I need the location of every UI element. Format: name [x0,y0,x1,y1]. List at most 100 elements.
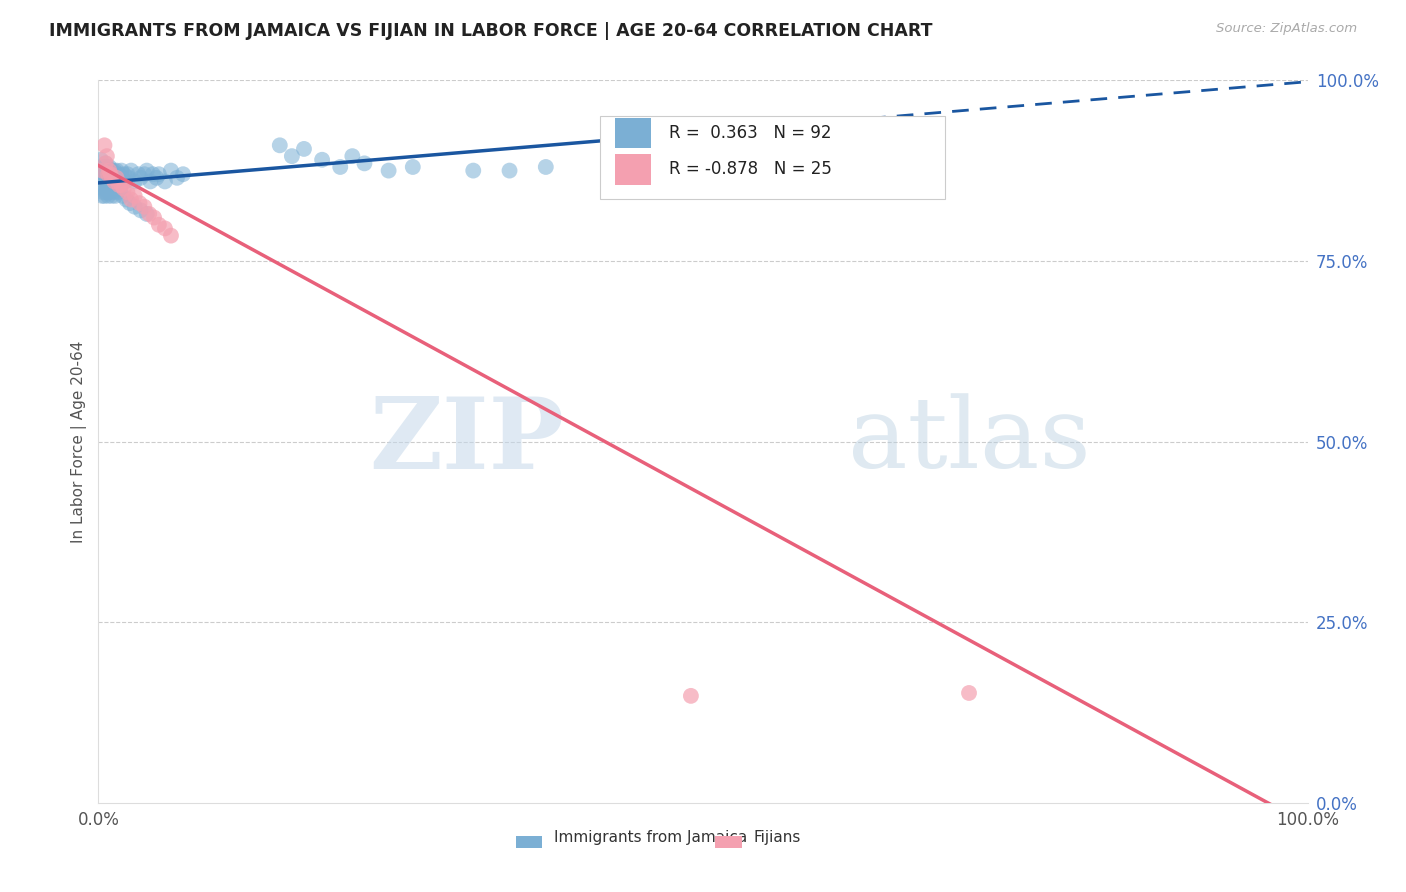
Point [108,174,131,188]
Point [94,186,117,200]
Point [135,163,157,178]
Point [148,218,170,232]
Point [91,163,114,178]
Point [120,163,142,178]
Point [97,189,120,203]
Point [100,170,122,185]
Point [107,186,129,200]
Point [679,689,702,703]
Point [124,174,146,188]
Point [115,193,138,207]
Point [93,160,115,174]
Point [118,196,141,211]
FancyBboxPatch shape [614,118,651,148]
Point [103,170,125,185]
Point [124,189,146,203]
Point [105,163,128,178]
Point [124,200,146,214]
Point [91,186,114,200]
FancyBboxPatch shape [600,117,945,200]
Point [100,174,122,188]
Point [402,160,425,174]
Point [96,167,118,181]
Point [98,163,121,178]
Point [111,189,134,203]
Point [94,174,117,188]
Point [104,189,127,203]
Point [463,163,485,178]
Point [93,167,115,181]
Point [104,167,127,181]
Point [108,178,131,192]
Point [93,170,115,185]
Point [142,167,165,181]
Point [100,189,122,203]
Point [97,167,120,181]
Point [281,149,304,163]
Point [103,174,125,188]
Point [112,167,135,181]
Point [91,167,114,181]
Point [94,156,117,170]
Point [172,167,194,181]
Point [101,167,124,181]
Point [91,170,114,185]
FancyBboxPatch shape [614,154,651,185]
Point [498,163,520,178]
Point [94,163,117,178]
Point [269,138,291,153]
Point [101,174,124,188]
Point [98,160,121,174]
Text: ZIP: ZIP [368,393,564,490]
Point [100,170,122,185]
Point [105,170,128,185]
Point [90,153,112,167]
Point [110,163,132,178]
Point [98,167,121,181]
Point [96,149,118,163]
Point [377,163,399,178]
Point [127,167,149,181]
Point [329,160,352,174]
Point [139,174,162,188]
Point [96,170,118,185]
Text: atlas: atlas [848,393,1091,490]
Point [91,189,114,203]
Point [148,167,170,181]
Text: Fijians: Fijians [754,830,801,845]
Text: Source: ZipAtlas.com: Source: ZipAtlas.com [1216,22,1357,36]
Point [100,182,122,196]
Text: Immigrants from Jamaica: Immigrants from Jamaica [554,830,748,845]
Point [153,221,176,235]
Point [96,174,118,188]
Point [110,178,132,192]
Point [160,163,183,178]
Point [114,174,136,188]
Point [96,160,118,174]
Point [100,167,122,181]
Point [143,211,166,225]
Text: IMMIGRANTS FROM JAMAICA VS FIJIAN IN LABOR FORCE | AGE 20-64 CORRELATION CHART: IMMIGRANTS FROM JAMAICA VS FIJIAN IN LAB… [49,22,932,40]
Point [108,182,131,196]
Point [135,207,157,221]
Text: R = -0.878   N = 25: R = -0.878 N = 25 [669,161,832,178]
Point [98,186,121,200]
Point [93,189,115,203]
FancyBboxPatch shape [516,837,543,847]
Point [100,167,122,181]
Point [111,170,134,185]
Point [117,167,139,181]
Point [101,186,124,200]
Point [91,160,114,174]
Point [96,163,118,178]
Point [94,167,117,181]
Point [93,163,115,178]
Point [145,170,167,185]
Point [105,174,128,188]
Point [128,196,150,211]
Point [166,170,188,185]
Point [91,163,114,178]
Point [91,182,114,196]
Text: R =  0.363   N = 92: R = 0.363 N = 92 [669,124,831,142]
Point [534,160,557,174]
